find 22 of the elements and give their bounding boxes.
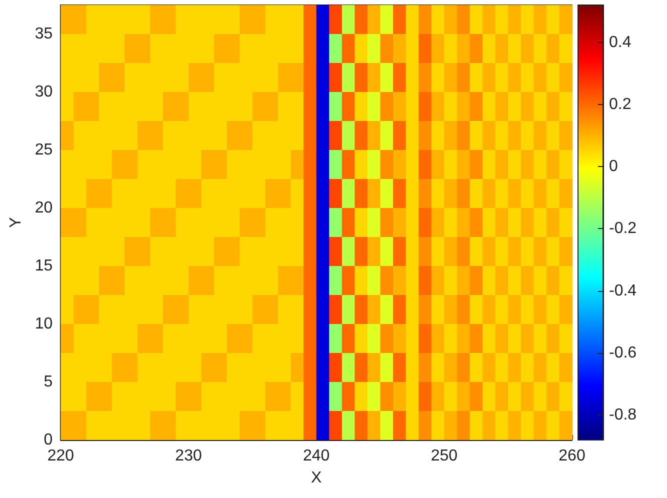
y-tick-label: 0 bbox=[44, 432, 53, 448]
y-tick-label: 10 bbox=[34, 316, 53, 332]
color-bar-label: 0.4 bbox=[609, 34, 632, 51]
x-tick-label: 240 bbox=[302, 448, 330, 464]
color-bar-label: -0.2 bbox=[609, 220, 637, 238]
y-tick-label: 35 bbox=[34, 26, 53, 42]
x-axis-title: X bbox=[311, 470, 322, 486]
y-tick-label: 30 bbox=[34, 84, 53, 100]
color-bar-label: 0 bbox=[609, 158, 618, 176]
color-bar-label: -0.8 bbox=[609, 406, 637, 424]
color-bar-label: 0.2 bbox=[609, 96, 632, 113]
y-tick-label: 25 bbox=[34, 142, 53, 158]
y-axis-title: Y bbox=[8, 216, 24, 228]
y-tick-label: 20 bbox=[34, 200, 53, 216]
color-bar-label: -0.4 bbox=[609, 282, 637, 300]
y-tick-label: 15 bbox=[34, 258, 53, 274]
x-tick-label: 260 bbox=[558, 448, 586, 464]
x-tick-label: 230 bbox=[175, 448, 202, 464]
x-tick-label: 220 bbox=[47, 448, 74, 464]
x-tick-label: 250 bbox=[430, 448, 458, 464]
color-bar-label: -0.6 bbox=[609, 344, 637, 362]
y-tick-label: 5 bbox=[44, 374, 53, 390]
